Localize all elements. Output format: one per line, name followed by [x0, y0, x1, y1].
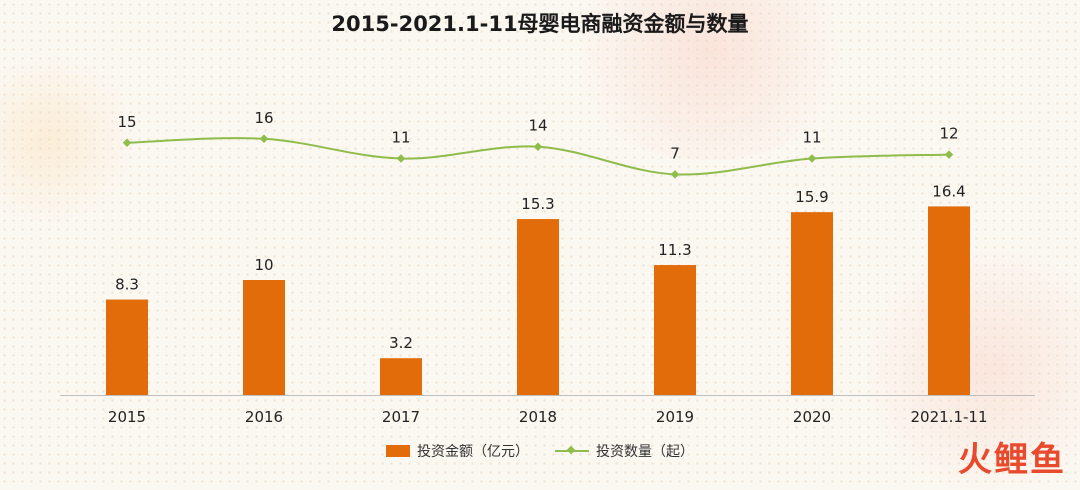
line-point	[533, 142, 543, 151]
x-tick-label: 2017	[382, 408, 420, 426]
line-value-label: 7	[670, 144, 680, 162]
legend-swatch-bar	[386, 445, 410, 457]
line-value-label: 12	[939, 125, 958, 143]
bar-value-label: 16.4	[932, 182, 965, 200]
x-tick-label: 2021.1-11	[911, 408, 988, 426]
bar-value-label: 15.9	[795, 188, 828, 206]
line-point	[259, 134, 269, 144]
bar-value-label: 15.3	[521, 195, 554, 213]
x-tick-label: 2018	[519, 408, 557, 426]
line-value-label: 11	[802, 129, 821, 147]
bar	[243, 280, 285, 395]
bar-value-label: 10	[254, 256, 273, 274]
x-tick-label: 2019	[656, 408, 694, 426]
x-tick-label: 2020	[793, 408, 831, 426]
chart-title: 2015-2021.1-11母婴电商融资金额与数量	[331, 12, 749, 36]
line-point	[122, 138, 132, 147]
x-tick-label: 2015	[108, 408, 146, 426]
bar-value-label: 11.3	[658, 241, 691, 259]
line-point	[944, 150, 954, 159]
bar-value-label: 3.2	[389, 334, 413, 352]
legend-label-count: 投资数量（起）	[596, 444, 694, 460]
chart-legend: 投资金额（亿元） 投资数量（起）	[0, 441, 1080, 461]
line-value-label: 16	[254, 109, 273, 127]
legend-swatch-line	[555, 445, 589, 457]
bar	[106, 299, 148, 395]
line-point	[807, 154, 817, 163]
legend-item-count: 投资数量（起）	[555, 441, 694, 461]
brand-logo: 火鲤鱼	[958, 440, 1066, 480]
bar	[928, 206, 970, 395]
x-tick-label: 2016	[245, 408, 283, 426]
line-value-label: 15	[117, 113, 136, 131]
legend-label-amount: 投资金额（亿元）	[417, 444, 529, 460]
bar	[380, 358, 422, 395]
bar	[517, 219, 559, 395]
line-value-label: 14	[528, 117, 547, 135]
line-point	[670, 170, 680, 179]
line-point	[396, 154, 406, 163]
legend-item-amount: 投资金额（亿元）	[386, 441, 529, 461]
bar-value-label: 8.3	[115, 276, 139, 294]
line-value-label: 11	[391, 129, 410, 147]
bar	[791, 212, 833, 395]
background-decoration	[0, 60, 140, 220]
bar	[654, 265, 696, 395]
